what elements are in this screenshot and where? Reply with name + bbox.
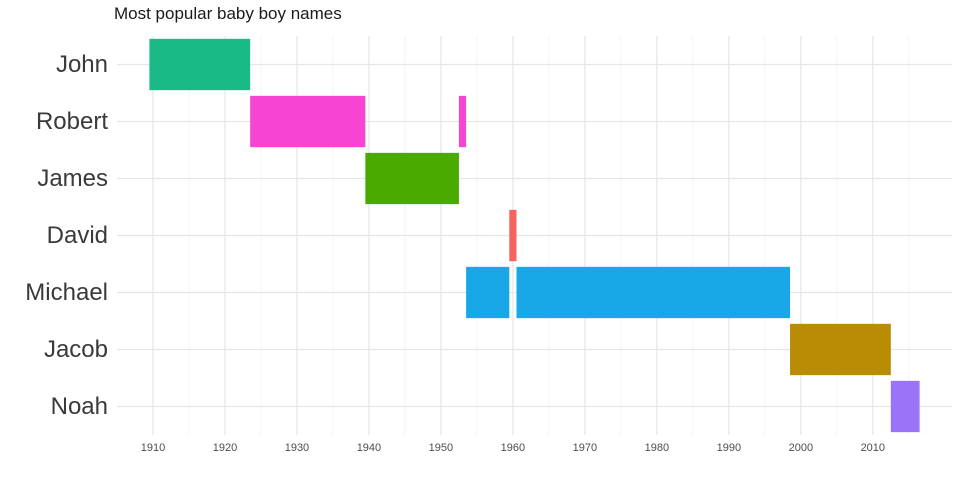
x-tick-label: 1980 [645,442,669,454]
y-tick-label-robert: Robert [36,108,108,135]
x-tick-label: 1940 [357,442,381,454]
y-tick-labels: John Robert James David Michael Jacob Noah [25,51,108,420]
bar-james [365,152,459,205]
y-tick-label-david: David [47,222,108,249]
chart-title: Most popular baby boy names [114,4,342,23]
x-tick-label: 2010 [861,442,885,454]
bar-michael [466,266,510,319]
bar-robert [458,95,467,148]
bar-david [509,209,517,262]
x-tick-label: 1970 [573,442,597,454]
y-tick-label-james: James [37,165,108,192]
y-tick-label-michael: Michael [25,279,108,306]
bars [149,38,920,433]
x-tick-labels: 1910 1920 1930 1940 1950 1960 1970 1980 1990 2000… [141,442,885,454]
y-tick-label-noah: Noah [51,393,108,420]
y-tick-label-jacob: Jacob [44,336,108,363]
x-tick-label: 1960 [501,442,525,454]
bar-john [149,38,251,91]
x-tick-label: 1920 [213,442,237,454]
bar-michael [516,266,791,319]
y-tick-label-john: John [56,51,108,78]
bar-jacob [790,323,891,376]
grid-lines [117,36,952,435]
bar-noah [890,380,920,433]
x-tick-label: 2000 [789,442,813,454]
x-tick-label: 1950 [429,442,453,454]
x-tick-label: 1910 [141,442,165,454]
x-tick-label: 1930 [285,442,309,454]
bar-robert [250,95,366,148]
x-tick-label: 1990 [717,442,741,454]
